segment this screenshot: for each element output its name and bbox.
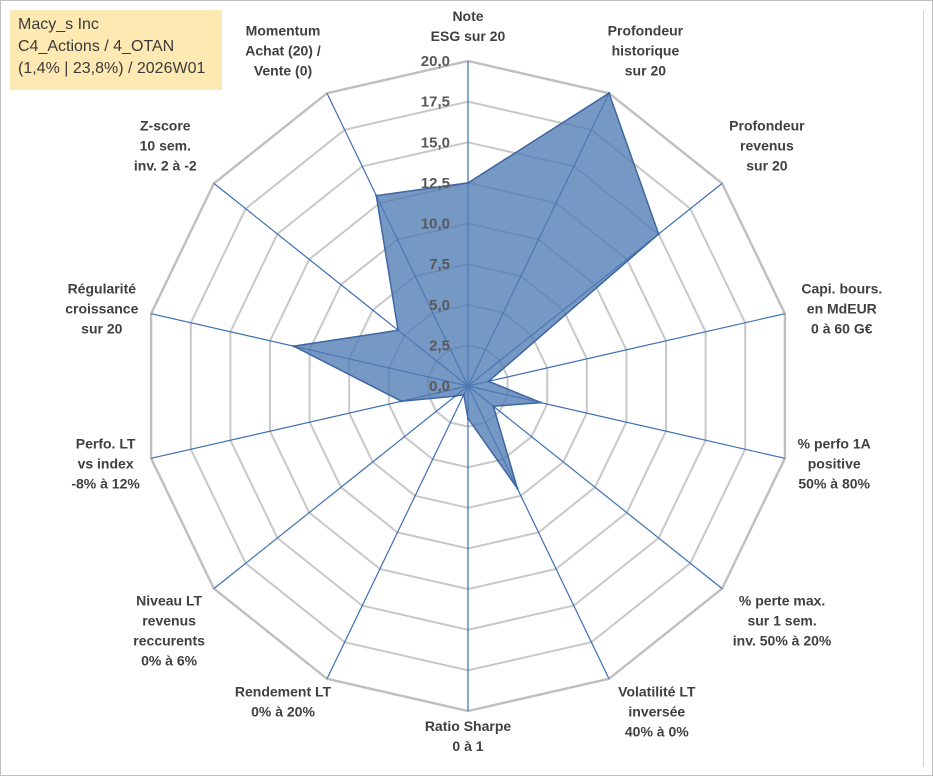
axis-label-1-line-2: sur 20 — [625, 63, 666, 79]
axis-label-11-line-2: sur 20 — [81, 320, 122, 336]
axis-label-9-line-3: 0% à 6% — [141, 653, 198, 669]
axis-label-3-line-1: en MdEUR — [807, 300, 877, 316]
axis-label-13-line-2: Vente (0) — [254, 63, 312, 79]
axis-label-7-line-0: Ratio Sharpe — [425, 718, 512, 734]
data-point-3 — [487, 380, 490, 383]
axis-label-6: Volatilité LT inversée 40% à 0% — [618, 683, 696, 739]
info-box: Macy_s Inc C4_Actions / 4_OTAN (1,4% | 2… — [10, 10, 222, 90]
axis-label-9-line-0: Niveau LT — [136, 593, 202, 609]
axis-label-3-line-0: Capi. bours. — [801, 280, 882, 296]
data-point-10 — [400, 400, 403, 403]
axis-label-8-line-0: Rendement LT — [235, 683, 332, 699]
data-point-12 — [396, 329, 400, 332]
data-point-5 — [492, 405, 495, 408]
axis-label-2-line-1: revenus — [740, 137, 794, 153]
axis-label-5-line-2: inv. 50% à 20% — [733, 633, 832, 649]
right-edge-line — [923, 11, 924, 767]
axis-label-1: Profondeur historique sur 20 — [608, 23, 684, 79]
axis-label-4: % perfo 1A positive 50% à 80% — [798, 436, 871, 492]
axis-label-1-line-1: historique — [612, 43, 680, 59]
axis-label-11: Régularité croissance sur 20 — [65, 280, 138, 336]
tick-label-4: 10,0 — [421, 216, 450, 233]
axis-label-1-line-0: Profondeur — [608, 23, 684, 39]
axis-label-7-line-1: 0 à 1 — [452, 738, 483, 754]
spoke-5 — [467, 385, 723, 590]
axis-label-2-line-2: sur 20 — [746, 157, 787, 173]
axis-label-12: Z-score 10 sem. inv. 2 à -2 — [134, 117, 197, 173]
axis-label-0: Note ESG sur 20 — [431, 8, 506, 44]
axis-label-6-line-0: Volatilité LT — [618, 683, 696, 699]
axis-label-3: Capi. bours. en MdEUR 0 à 60 G€ — [801, 280, 882, 336]
tick-label-1: 2,5 — [429, 337, 450, 354]
axis-label-4-line-0: % perfo 1A — [798, 436, 871, 452]
axis-label-0-line-0: Note — [452, 8, 483, 24]
axis-label-10: Perfo. LT vs index -8% à 12% — [71, 436, 140, 492]
axis-label-4-line-2: 50% à 80% — [798, 476, 870, 492]
axis-label-5-line-0: % perte max. — [739, 593, 825, 609]
data-point-0 — [466, 181, 470, 185]
data-point-9 — [454, 394, 457, 398]
axis-label-9-line-2: reccurents — [133, 633, 205, 649]
data-point-6 — [516, 487, 519, 490]
spoke-9 — [213, 385, 469, 590]
tick-label-6: 15,0 — [421, 134, 450, 151]
axis-label-11-line-0: Régularité — [68, 280, 137, 296]
axis-label-13-line-0: Momentum — [246, 23, 321, 39]
axis-label-5-line-1: sur 1 sem. — [747, 613, 816, 629]
axis-label-0-line-1: ESG sur 20 — [431, 28, 506, 44]
axis-label-9-line-1: revenus — [142, 613, 196, 629]
axis-label-6-line-2: 40% à 0% — [625, 723, 689, 739]
axis-label-10-line-2: -8% à 12% — [71, 476, 140, 492]
tick-label-7: 17,5 — [421, 94, 450, 111]
data-point-4 — [539, 401, 543, 404]
data-point-11 — [292, 345, 295, 348]
axis-label-2-line-0: Profondeur — [729, 117, 805, 133]
spoke-3 — [467, 313, 786, 387]
tick-label-5: 12,5 — [421, 175, 450, 192]
axis-label-12-line-0: Z-score — [140, 117, 191, 133]
axis-label-12-line-1: 10 sem. — [140, 137, 191, 153]
data-point-7 — [466, 417, 470, 420]
axis-label-13-line-1: Achat (20) / — [245, 43, 321, 59]
axis-label-4-line-1: positive — [808, 456, 861, 472]
info-line-category: C4_Actions / 4_OTAN — [18, 38, 175, 55]
axis-label-5: % perte max. sur 1 sem. inv. 50% à 20% — [733, 593, 832, 649]
tick-label-8: 20,0 — [421, 53, 450, 70]
axis-label-7: Ratio Sharpe 0 à 1 — [425, 718, 512, 754]
axis-label-11-line-1: croissance — [65, 300, 138, 316]
tick-label-0: 0,0 — [429, 378, 450, 395]
tick-label-3: 7,5 — [429, 256, 450, 273]
spoke-8 — [326, 385, 469, 680]
data-point-1 — [607, 92, 611, 95]
axis-label-13: Momentum Achat (20) / Vente (0) — [245, 23, 321, 79]
info-line-period: (1,4% | 23,8%) / 2026W01 — [18, 60, 206, 77]
axis-label-2: Profondeur revenus sur 20 — [729, 117, 805, 173]
axis-label-10-line-0: Perfo. LT — [76, 436, 136, 452]
data-point-2 — [657, 232, 660, 236]
data-point-13 — [375, 194, 378, 197]
axis-label-9: Niveau LT revenus reccurents 0% à 6% — [133, 593, 205, 669]
axis-label-6-line-1: inversée — [628, 703, 685, 719]
axis-label-3-line-2: 0 à 60 G€ — [811, 320, 873, 336]
info-line-company: Macy_s Inc — [18, 16, 99, 33]
tick-label-2: 5,0 — [429, 297, 450, 314]
axis-label-8-line-1: 0% à 20% — [251, 703, 315, 719]
axis-label-12-line-2: inv. 2 à -2 — [134, 157, 197, 173]
data-point-8 — [462, 393, 465, 396]
axis-label-8: Rendement LT 0% à 20% — [235, 683, 332, 719]
axis-label-10-line-1: vs index — [78, 456, 134, 472]
